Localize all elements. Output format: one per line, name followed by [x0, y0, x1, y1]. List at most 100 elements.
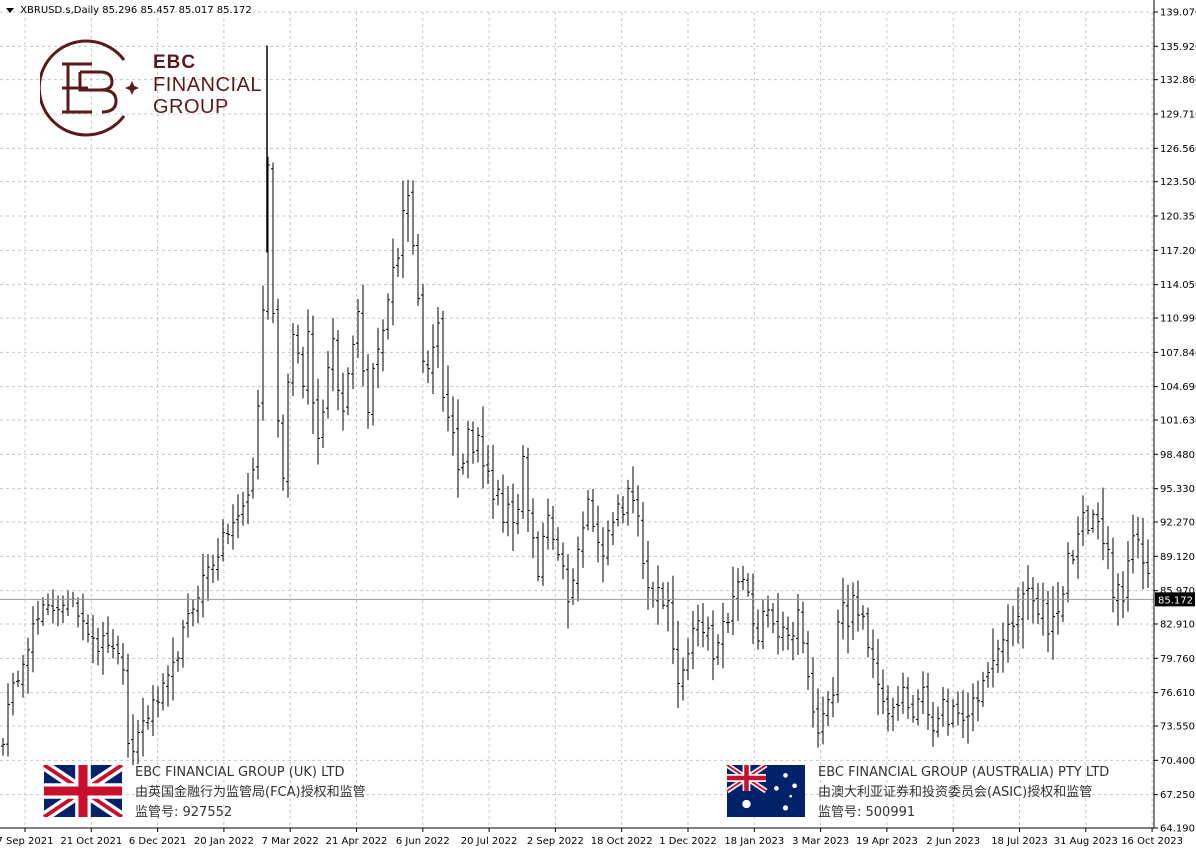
- ohlc-bar: [381, 319, 385, 372]
- ohlc-bar: [146, 705, 150, 730]
- ohlc-bar: [1036, 583, 1040, 625]
- ohlc-bar: [536, 531, 540, 582]
- ohlc-bar: [1121, 571, 1125, 619]
- ohlc-bar: [1101, 487, 1105, 561]
- y-tick-label: 104.690: [1160, 382, 1196, 393]
- ohlc-bar: [111, 629, 115, 659]
- y-tick-label: 95.330: [1160, 484, 1195, 495]
- ohlc-bar: [1081, 495, 1085, 547]
- ohlc-bar: [271, 162, 275, 323]
- ohlc-bar: [906, 677, 910, 719]
- ohlc-bar: [256, 389, 260, 480]
- ohlc-bar: [1026, 565, 1030, 620]
- ohlc-bar: [401, 180, 405, 279]
- dropdown-triangle-icon[interactable]: [6, 7, 14, 13]
- x-tick-label: 16 Oct 2023: [1121, 836, 1183, 847]
- ohlc-bar: [181, 619, 185, 668]
- ohlc-bar: [36, 600, 40, 635]
- ohlc-bar: [751, 573, 755, 644]
- ohlc-bar: [1146, 539, 1150, 588]
- last-price-label-bg: [1155, 592, 1195, 607]
- ohlc-bar: [1056, 582, 1060, 635]
- logo-line-financial: FINANCIAL: [153, 74, 262, 96]
- au-authority: 由澳大利亚证券和投资委员会(ASIC)授权和监管: [818, 785, 1093, 800]
- y-tick-label: 139.070: [1160, 8, 1196, 19]
- ohlc-bar: [331, 318, 335, 392]
- ohlc-bar: [1071, 550, 1075, 565]
- ohlc-bar: [1061, 585, 1065, 623]
- ohlc-bar: [521, 445, 525, 520]
- ebc-monogram-icon: [40, 39, 139, 137]
- ohlc-bar: [631, 466, 635, 514]
- ohlc-bar: [971, 683, 975, 732]
- y-tick-label: 82.910: [1160, 620, 1195, 631]
- ohlc-bar: [1021, 581, 1025, 649]
- au-license: 监管号: 500991: [818, 805, 916, 820]
- ohlc-bar: [431, 324, 435, 395]
- ohlc-bars: [1, 45, 1150, 766]
- ohlc-bar: [186, 593, 190, 638]
- ohlc-bar: [871, 629, 875, 679]
- ohlc-bar: [891, 697, 895, 731]
- x-tick-label: 19 Apr 2023: [856, 836, 918, 847]
- ohlc-bar: [206, 554, 210, 601]
- ohlc-bar: [991, 628, 995, 688]
- ohlc-bar: [581, 511, 585, 568]
- ohlc-bar: [766, 595, 770, 628]
- ohlc-bar: [966, 692, 970, 744]
- x-axis-ticks: 7 Sep 2021 21 Oct 2021 6 Dec 2021 20 Jan 20…: [0, 828, 1183, 847]
- ohlc-bar: [746, 573, 750, 597]
- ohlc-bar: [396, 247, 400, 277]
- ohlc-bar: [901, 672, 905, 714]
- uk-flag-icon: [43, 765, 123, 817]
- ohlc-bar: [561, 542, 565, 580]
- ohlc-bar: [861, 605, 865, 630]
- ohlc-bar: [856, 580, 860, 632]
- ohlc-bar: [86, 614, 90, 643]
- symbol-timeframe: XBRUSD.s,Daily: [20, 5, 100, 16]
- y-tick-label: 101.630: [1160, 416, 1196, 427]
- y-tick-label: 123.500: [1160, 177, 1196, 188]
- y-tick-label: 129.710: [1160, 110, 1196, 121]
- ohlc-bar: [221, 519, 225, 562]
- ohlc-bar: [91, 614, 95, 664]
- ohlc-bar: [66, 590, 70, 617]
- ohlc-bar: [171, 637, 175, 701]
- y-tick-label: 85.970: [1160, 586, 1195, 597]
- ohlc-bar: [451, 396, 455, 456]
- ohlc-bar: [946, 688, 950, 736]
- ohlc-bar: [421, 284, 425, 373]
- y-tick-label: 92.270: [1160, 518, 1195, 529]
- ohlc-bar: [1141, 517, 1145, 590]
- ohlc-bar: [986, 662, 990, 688]
- ohlc-bar: [976, 680, 980, 722]
- y-tick-label: 67.250: [1160, 790, 1195, 801]
- ohlc-bar: [216, 538, 220, 581]
- ohlc-bar: [276, 298, 280, 438]
- ebc-logo: [40, 39, 139, 137]
- x-tick-label: 6 Dec 2021: [129, 836, 187, 847]
- ohlc-bar: [211, 554, 215, 583]
- ohlc-bar: [436, 306, 440, 369]
- ohlc-bar: [876, 638, 880, 716]
- ohlc-bar: [231, 504, 235, 550]
- ohlc-bar: [721, 602, 725, 669]
- ohlc-bar: [696, 604, 700, 647]
- x-tick-label: 1 Dec 2022: [659, 836, 717, 847]
- ohlc-bar: [831, 677, 835, 718]
- x-tick-label: 6 Jun 2022: [396, 836, 450, 847]
- ohlc-bar: [1106, 526, 1110, 570]
- chart-axes: [0, 0, 1155, 829]
- ohlc-bar: [866, 607, 870, 658]
- ohlc-bar: [1086, 505, 1090, 535]
- ohlc-bar: [161, 673, 165, 711]
- ohlc-bar: [566, 554, 570, 629]
- ohlc-bar: [681, 657, 685, 701]
- ohlc-bar: [31, 606, 35, 673]
- ohlc-bar: [796, 594, 800, 656]
- australia-flag-icon: [726, 765, 805, 817]
- ohlc-bar: [346, 367, 350, 416]
- ohlc-bar: [156, 686, 160, 718]
- ohlc-bar: [241, 491, 245, 526]
